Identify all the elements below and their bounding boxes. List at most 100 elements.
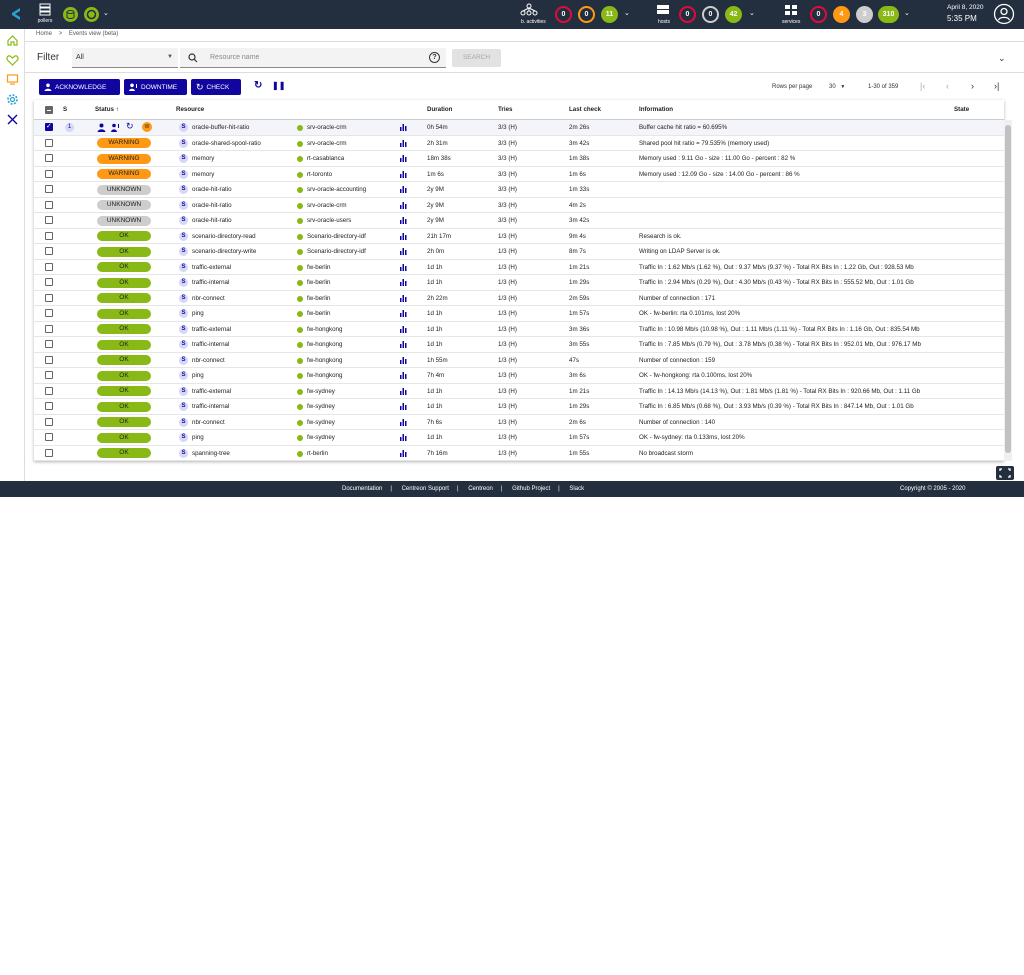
graph-icon[interactable] (400, 294, 408, 302)
services-warning-count[interactable]: 4 (833, 6, 850, 23)
status-pill[interactable]: WARNING (97, 169, 151, 179)
ba-warning-count[interactable]: 0 (578, 6, 595, 23)
resource-name[interactable]: nbr-connect (192, 418, 225, 426)
status-pill[interactable]: OK (97, 262, 151, 272)
host-name[interactable]: srv-oracle-users (307, 217, 352, 224)
resource-name[interactable]: oracle-shared-spool-ratio (192, 139, 261, 147)
database-icon[interactable] (63, 7, 78, 22)
hosts-chevron-icon[interactable]: ⌄ (749, 10, 755, 17)
resource-name[interactable]: oracle-hit-ratio (192, 186, 232, 193)
graph-icon[interactable] (400, 247, 408, 255)
status-pill[interactable]: WARNING (97, 138, 151, 148)
status-pill[interactable]: OK (97, 370, 151, 381)
host-name[interactable]: srv-oracle-crm (307, 124, 347, 131)
next-page-icon[interactable]: › (971, 81, 974, 91)
row-checkbox[interactable] (45, 200, 53, 209)
row-checkbox[interactable] (45, 402, 53, 410)
ba-ok-count[interactable]: 11 (601, 6, 618, 23)
resource-name[interactable]: traffic-internal (192, 341, 230, 348)
graph-icon[interactable] (400, 309, 408, 317)
graph-icon[interactable] (400, 340, 408, 348)
warning-graph-icon[interactable]: W (142, 122, 152, 132)
resource-name[interactable]: traffic-external (192, 263, 232, 271)
search-button[interactable]: SEARCH (452, 49, 501, 67)
breadcrumb-home[interactable]: Home (36, 31, 53, 37)
downtime-button[interactable]: DOWNTIME (124, 79, 187, 95)
host-name[interactable]: fw-berlin (307, 263, 331, 271)
graph-icon[interactable] (400, 356, 408, 364)
resource-name[interactable]: ping (192, 372, 204, 379)
check-row-icon[interactable]: ↻ (126, 121, 134, 131)
graph-icon[interactable] (400, 418, 408, 426)
pause-icon[interactable]: ❚❚ (272, 81, 286, 90)
host-name[interactable]: fw-hongkong (307, 356, 343, 364)
status-pill[interactable]: UNKNOWN (97, 200, 151, 210)
graph-icon[interactable] (400, 170, 408, 178)
row-checkbox[interactable] (45, 355, 53, 364)
resource-name[interactable]: nbr-connect (192, 294, 225, 302)
graph-icon[interactable] (400, 387, 408, 395)
resource-name[interactable]: traffic-external (192, 325, 232, 333)
graph-icon[interactable] (400, 325, 408, 333)
row-checkbox[interactable] (45, 293, 53, 302)
host-name[interactable]: rt-berlin (307, 449, 328, 457)
services-menu[interactable] (784, 4, 798, 18)
header-state[interactable]: State (954, 106, 970, 113)
fullscreen-button[interactable] (996, 466, 1014, 480)
reporting-icon[interactable] (6, 73, 19, 86)
graph-icon[interactable] (400, 449, 408, 457)
row-checkbox[interactable] (45, 448, 53, 457)
graph-icon[interactable] (400, 201, 408, 209)
row-checkbox[interactable] (45, 417, 53, 426)
row-checkbox[interactable] (45, 169, 53, 178)
header-resource[interactable]: Resource (176, 106, 205, 113)
graph-icon[interactable] (400, 232, 408, 240)
graph-icon[interactable] (400, 402, 408, 410)
help-icon[interactable]: ? (429, 52, 440, 63)
row-checkbox[interactable] (45, 138, 53, 147)
ba-critical-count[interactable]: 0 (555, 6, 572, 23)
downtime-row-icon[interactable] (111, 123, 120, 132)
user-profile-icon[interactable] (993, 3, 1015, 25)
row-checkbox[interactable] (45, 371, 53, 379)
row-checkbox[interactable] (45, 185, 53, 193)
header-last-check[interactable]: Last check (569, 106, 601, 113)
row-checkbox[interactable] (45, 386, 53, 395)
row-checkbox[interactable] (45, 122, 53, 131)
graph-icon[interactable] (400, 123, 408, 131)
status-pill[interactable]: UNKNOWN (97, 215, 151, 226)
header-s[interactable]: S (63, 106, 68, 113)
footer-link-support[interactable]: Centreon Support (401, 486, 449, 492)
rows-per-page-select[interactable]: 30 ▼ (829, 84, 845, 90)
select-all-checkbox[interactable] (45, 106, 53, 114)
resource-name[interactable]: scenario-directory-write (192, 248, 257, 255)
host-name[interactable]: fw-hongkong (307, 325, 343, 333)
row-checkbox[interactable] (45, 309, 53, 317)
host-name[interactable]: fw-hongkong (307, 372, 343, 379)
status-pill[interactable]: OK (97, 448, 151, 458)
status-pill[interactable]: OK (97, 277, 151, 288)
resource-name[interactable]: oracle-hit-ratio (192, 217, 232, 224)
resource-name[interactable]: oracle-hit-ratio (192, 201, 232, 209)
graph-icon[interactable] (400, 154, 408, 162)
row-checkbox[interactable] (45, 231, 53, 240)
status-pill[interactable]: OK (97, 308, 151, 319)
header-duration[interactable]: Duration (427, 106, 453, 113)
search-input[interactable]: Resource name ? (180, 48, 446, 68)
host-name[interactable]: fw-berlin (307, 294, 331, 302)
status-pill[interactable]: OK (97, 417, 151, 427)
status-pill[interactable]: UNKNOWN (97, 184, 151, 195)
